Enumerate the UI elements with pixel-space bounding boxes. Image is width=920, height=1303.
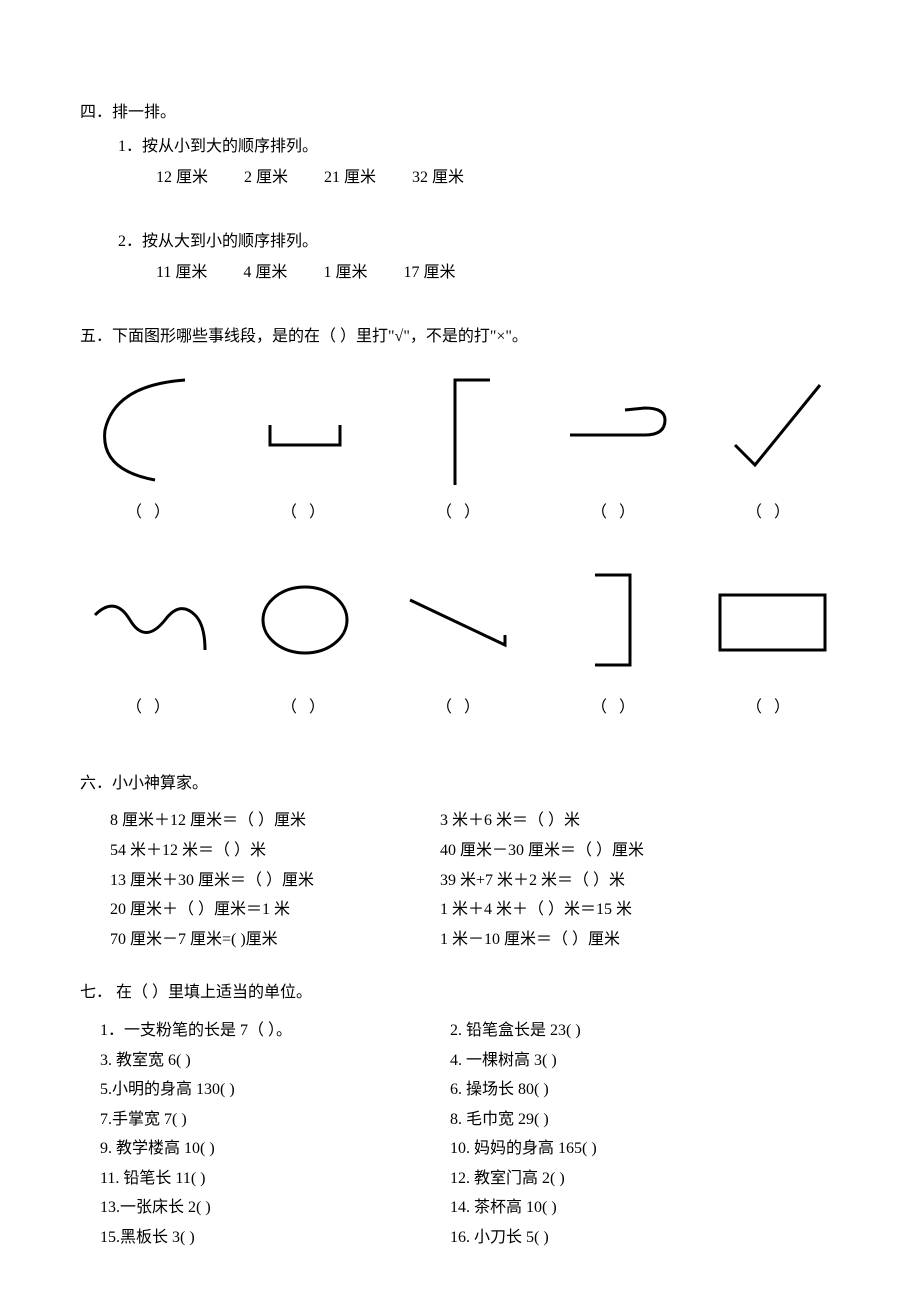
calc-grid: 8 厘米＋12 厘米＝（ ）厘米3 米＋6 米＝（ ）米 54 米＋12 米＝（… [80, 808, 840, 952]
calc-4-r: 1 米－10 厘米＝（ ）厘米 [440, 927, 800, 953]
bracket-down-icon [240, 370, 370, 490]
fill-1-l: 3. 教室宽 6( ) [100, 1048, 450, 1074]
q4-2-v2: 1 厘米 [323, 264, 367, 281]
paren-1-5: （ ） [746, 500, 794, 526]
calc-4-l: 70 厘米－7 厘米=( )厘米 [110, 927, 440, 953]
q4-2-v1: 4 厘米 [243, 264, 287, 281]
fill-6-r: 14. 茶杯高 10( ) [450, 1195, 800, 1221]
section-7-title: 七． 在（ ）里填上适当的单位。 [80, 980, 840, 1006]
q4-2-v3: 17 厘米 [403, 264, 455, 281]
calc-2-l: 13 厘米＋30 厘米＝（ ）厘米 [110, 868, 440, 894]
paren-2-5: （ ） [746, 695, 794, 721]
shapes-row-1: （ ） （ ） （ ） （ ） （ ） [80, 370, 840, 526]
fill-7-r: 16. 小刀长 5( ) [450, 1225, 800, 1251]
hook-right-icon [550, 370, 680, 490]
q4-1-label: 1．按从小到大的顺序排列。 [80, 134, 840, 160]
calc-3-r: 1 米＋4 米＋（ ）米＝15 米 [440, 897, 800, 923]
bracket-right-tall-icon [550, 565, 680, 685]
shape-1-3: （ ） [390, 370, 530, 526]
calc-1-l: 54 米＋12 米＝（ ）米 [110, 838, 440, 864]
arc-open-icon [85, 370, 215, 490]
fill-3-l: 7.手掌宽 7( ) [100, 1107, 450, 1133]
fill-4-l: 9. 教学楼高 10( ) [100, 1136, 450, 1162]
shape-2-2: （ ） [235, 565, 375, 721]
calc-0-r: 3 米＋6 米＝（ ）米 [440, 808, 800, 834]
bracket-left-tall-icon [395, 370, 525, 490]
fill-0-r: 2. 铅笔盒长是 23( ) [450, 1018, 800, 1044]
wave-icon [85, 565, 215, 685]
q4-1-v3: 32 厘米 [412, 169, 464, 186]
shape-2-1: （ ） [80, 565, 220, 721]
q4-1-v2: 21 厘米 [324, 169, 376, 186]
shapes-row-2: （ ） （ ） （ ） （ ） （ ） [80, 565, 840, 721]
section-6-calc: 六．小小神算家。 8 厘米＋12 厘米＝（ ）厘米3 米＋6 米＝（ ）米 54… [80, 771, 840, 953]
calc-2-r: 39 米+7 米＋2 米＝（ ）米 [440, 868, 800, 894]
calc-0-l: 8 厘米＋12 厘米＝（ ）厘米 [110, 808, 440, 834]
calc-1-r: 40 厘米－30 厘米＝（ ）厘米 [440, 838, 800, 864]
q4-1-v0: 12 厘米 [156, 169, 208, 186]
fill-2-l: 5.小明的身高 130( ) [100, 1077, 450, 1103]
q4-2-v0: 11 厘米 [156, 264, 207, 281]
paren-1-2: （ ） [281, 500, 329, 526]
paren-2-3: （ ） [436, 695, 484, 721]
q4-1-values: 12 厘米 2 厘米 21 厘米 32 厘米 [80, 165, 840, 191]
section-7-fill: 七． 在（ ）里填上适当的单位。 1．一支粉笔的长是 7（ ）。2. 铅笔盒长是… [80, 980, 840, 1250]
diag-foot-icon [705, 370, 835, 490]
shape-2-3: （ ） [390, 565, 530, 721]
paren-1-3: （ ） [436, 500, 484, 526]
section-4-sort: 四．排一排。 1．按从小到大的顺序排列。 12 厘米 2 厘米 21 厘米 32… [80, 100, 840, 286]
fill-7-l: 15.黑板长 3( ) [100, 1225, 450, 1251]
shape-2-5: （ ） [700, 565, 840, 721]
section-5-shapes: 五．下面图形哪些事线段，是的在（ ）里打"√"，不是的打"×"。 （ ） （ ）… [80, 324, 840, 721]
fill-3-r: 8. 毛巾宽 29( ) [450, 1107, 800, 1133]
paren-1-1: （ ） [126, 500, 174, 526]
fill-4-r: 10. 妈妈的身高 165( ) [450, 1136, 800, 1162]
section-4-title: 四．排一排。 [80, 100, 840, 126]
paren-2-4: （ ） [591, 695, 639, 721]
shape-1-5: （ ） [700, 370, 840, 526]
fill-2-r: 6. 操场长 80( ) [450, 1077, 800, 1103]
shape-2-4: （ ） [545, 565, 685, 721]
section-5-title: 五．下面图形哪些事线段，是的在（ ）里打"√"，不是的打"×"。 [80, 324, 840, 350]
fill-grid: 1．一支粉笔的长是 7（ ）。2. 铅笔盒长是 23( ) 3. 教室宽 6( … [80, 1018, 840, 1251]
shape-1-1: （ ） [80, 370, 220, 526]
paren-2-2: （ ） [281, 695, 329, 721]
fill-0-l: 1．一支粉笔的长是 7（ ）。 [100, 1018, 450, 1044]
shape-1-4: （ ） [545, 370, 685, 526]
shape-1-2: （ ） [235, 370, 375, 526]
section-6-title: 六．小小神算家。 [80, 771, 840, 797]
paren-1-4: （ ） [591, 500, 639, 526]
fill-5-l: 11. 铅笔长 11( ) [100, 1166, 450, 1192]
q4-2-values: 11 厘米 4 厘米 1 厘米 17 厘米 [80, 260, 840, 286]
fill-6-l: 13.一张床长 2( ) [100, 1195, 450, 1221]
calc-3-l: 20 厘米＋（ ）厘米＝1 米 [110, 897, 440, 923]
rect-icon [705, 565, 835, 685]
q4-1-v1: 2 厘米 [244, 169, 288, 186]
diag-down-icon [395, 565, 525, 685]
ellipse-icon [240, 565, 370, 685]
paren-2-1: （ ） [126, 695, 174, 721]
fill-1-r: 4. 一棵树高 3( ) [450, 1048, 800, 1074]
q4-2-label: 2．按从大到小的顺序排列。 [80, 229, 840, 255]
fill-5-r: 12. 教室门高 2( ) [450, 1166, 800, 1192]
